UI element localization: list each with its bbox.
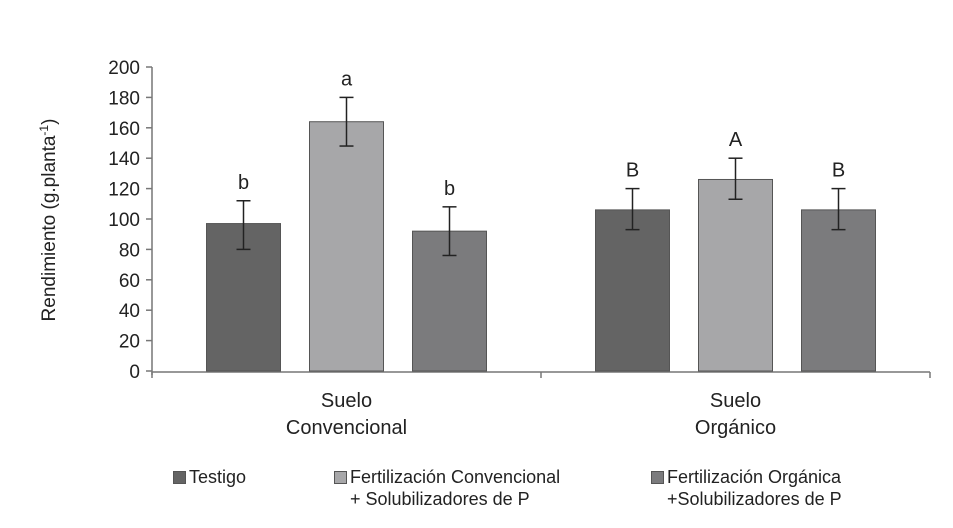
legend-label-line2: +Solubilizadores de P (667, 489, 842, 509)
y-tick-label: 40 (119, 301, 140, 322)
significance-letter: A (729, 129, 743, 151)
y-tick-label: 140 (108, 149, 140, 170)
legend-label: Fertilización Orgánica (667, 467, 842, 487)
y-tick-label: 200 (108, 58, 140, 79)
legend-swatch-testigo (173, 471, 186, 484)
y-tick-label: 180 (108, 88, 140, 109)
significance-letter: b (238, 172, 249, 194)
y-tick-label: 100 (108, 210, 140, 231)
y-tick-label: 160 (108, 119, 140, 140)
y-tick-label: 120 (108, 180, 140, 201)
legend-item-fertilizacion-organica: Fertilización Orgánica +Solubilizadores … (651, 466, 842, 510)
significance-letter: b (444, 178, 455, 200)
legend-label-line2: + Solubilizadores de P (350, 489, 530, 509)
category-label: Convencional (286, 417, 407, 439)
legend-label: Testigo (189, 467, 247, 487)
significance-letter: a (341, 68, 353, 90)
y-tick-label: 20 (119, 332, 140, 353)
bar (801, 209, 876, 372)
bar (309, 121, 384, 372)
category-label: Suelo (321, 390, 372, 412)
bar (595, 209, 670, 372)
y-tick-label: 0 (129, 362, 140, 383)
y-tick-label: 60 (119, 271, 140, 292)
y-axis-label: Rendimiento (g.planta-1) (37, 119, 60, 322)
significance-letter: B (626, 160, 639, 182)
legend-label: Fertilización Convencional (350, 467, 561, 487)
category-label: Orgánico (695, 417, 776, 439)
legend-swatch-fertilizacion-convencional (334, 471, 347, 484)
legend-item-testigo: Testigo (173, 466, 246, 488)
category-label: Suelo (710, 390, 761, 412)
legend-swatch-fertilizacion-organica (651, 471, 664, 484)
legend-item-fertilizacion-convencional: Fertilización Convencional + Solubilizad… (334, 466, 560, 510)
significance-letter: B (832, 160, 845, 182)
y-tick-label: 80 (119, 240, 140, 261)
bar (698, 178, 773, 372)
